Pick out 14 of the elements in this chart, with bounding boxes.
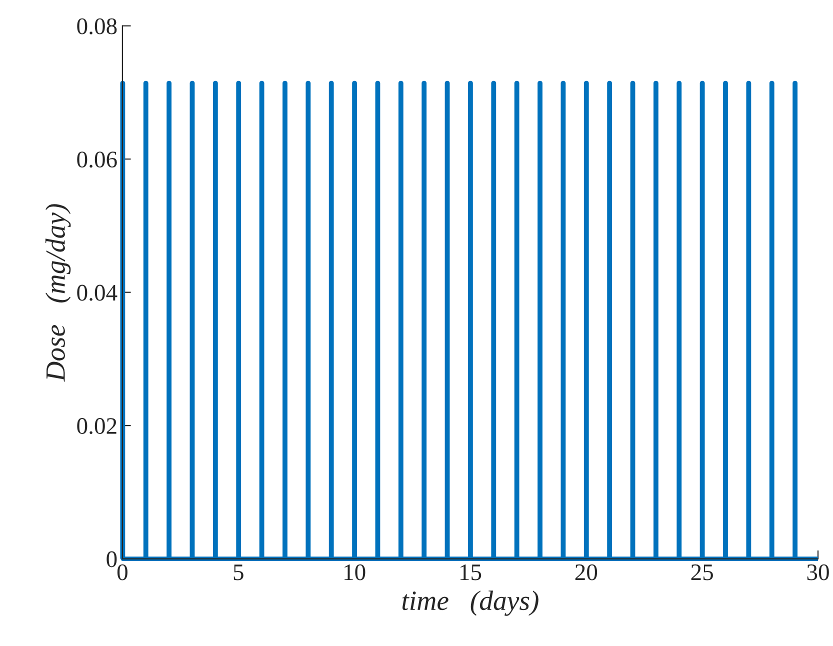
y-tick-label: 0.04 bbox=[77, 284, 118, 301]
y-tick-label: 0 bbox=[106, 551, 117, 568]
y-axis-title: Dose (mg/day) bbox=[45, 204, 71, 382]
y-tick-label: 0.06 bbox=[77, 152, 117, 168]
x-tick-label: 5 bbox=[234, 564, 244, 580]
y-tick-label: 0.02 bbox=[77, 418, 116, 434]
x-tick-label: 25 bbox=[691, 564, 713, 580]
x-tick-label: 15 bbox=[460, 564, 482, 580]
y-tick-label: 0.08 bbox=[77, 18, 117, 34]
x-tick-label: 0 bbox=[117, 564, 128, 580]
x-tick-label: 10 bbox=[344, 564, 366, 580]
x-tick-label: 20 bbox=[575, 564, 598, 580]
x-axis-title: time (days) bbox=[402, 590, 538, 616]
x-tick-label: 30 bbox=[807, 564, 829, 580]
